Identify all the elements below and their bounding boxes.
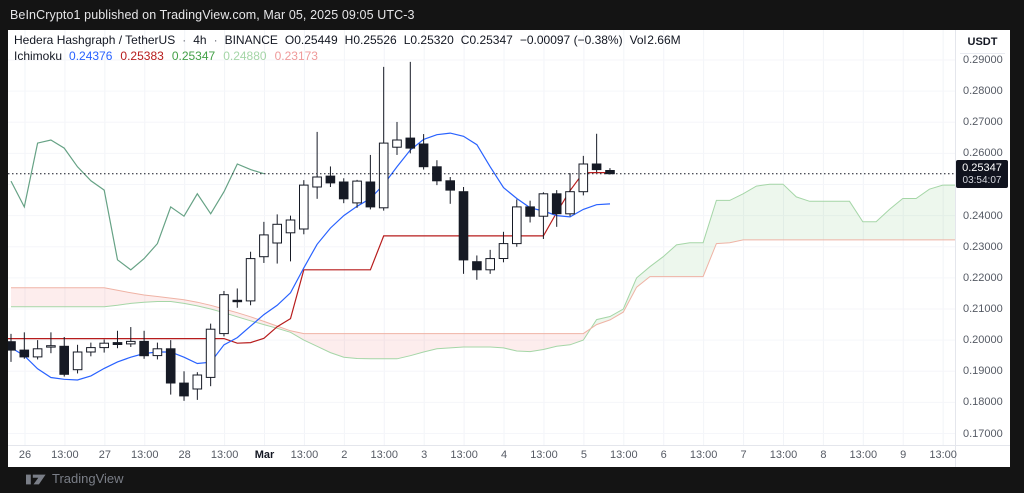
volume-label: Vol — [629, 33, 647, 47]
x-axis-label: 13:00 — [370, 449, 399, 461]
volume-value: 2.66M — [647, 33, 681, 47]
exchange-label[interactable]: BINANCE — [224, 33, 278, 47]
x-axis-label: 13:00 — [769, 449, 798, 461]
ohlc-h: H0.25526 — [344, 33, 397, 47]
x-axis-label: 2 — [341, 449, 348, 461]
y-axis-label: 0.17000 — [963, 427, 1003, 440]
tradingview-logo-icon[interactable] — [26, 471, 46, 486]
y-axis-label: 0.28000 — [963, 85, 1003, 98]
ohlc-values: O0.25449 H0.25526 L0.25320 C0.25347 — [285, 33, 513, 48]
separator-dot: · — [182, 33, 187, 47]
separator-dot: · — [213, 33, 218, 47]
interval-label[interactable]: 4h — [193, 33, 207, 47]
x-axis-label: 26 — [18, 449, 32, 461]
indicator-value: 0.25347 — [171, 49, 216, 63]
x-axis-label: 6 — [660, 449, 667, 461]
x-axis-label: 13:00 — [210, 449, 239, 461]
y-axis-label: 0.18000 — [963, 396, 1003, 409]
x-axis-label: 13:00 — [929, 449, 957, 461]
x-axis-label: 27 — [98, 449, 111, 461]
senkou-span-a-line — [11, 183, 955, 360]
x-axis-label: 9 — [900, 449, 907, 461]
senkou-span-b-line — [11, 239, 955, 335]
y-axis-label: 0.20000 — [963, 334, 1003, 347]
x-axis-label: Mar — [254, 449, 275, 461]
tenkan-line — [8, 132, 611, 381]
x-axis-label: 7 — [740, 449, 747, 461]
indicator-row: Ichimoku 0.24376 0.25383 0.25347 0.24880 0.2… — [14, 49, 681, 64]
symbol-title[interactable]: Hedera Hashgraph / TetherUS — [14, 33, 176, 47]
y-axis-label: 0.21000 — [963, 303, 1003, 315]
y-axis-label: 0.29000 — [963, 54, 1003, 66]
ohlc-l: L0.25320 — [403, 33, 454, 47]
chart-legend: Hedera Hashgraph / TetherUS · 4h · BINAN… — [14, 33, 681, 64]
indicator-value: 0.23173 — [274, 49, 318, 63]
bar-countdown: 03:54:07 — [962, 174, 1002, 186]
x-axis-label: 13:00 — [51, 449, 79, 461]
x-axis-label: 13:00 — [450, 449, 478, 461]
ichimoku-cloud — [590, 184, 955, 329]
banner-text: BeInCrypto1 published on TradingView.com… — [10, 8, 415, 22]
x-axis-label: 13:00 — [689, 449, 718, 461]
x-axis-label: 3 — [421, 449, 428, 461]
indicator-value: 0.24880 — [223, 49, 267, 63]
footer: TradingView — [26, 471, 124, 486]
price-axis[interactable]: USDT 0.29000 0.28000 0.27000 0.26000 0.24000… — [955, 30, 1010, 467]
ohlc-o: O0.25449 — [284, 33, 338, 47]
ichimoku-cloud — [11, 287, 591, 359]
chart-panel — [8, 30, 1010, 467]
x-axis-label: 4 — [500, 449, 508, 461]
current-price-badge: 0.25347 03:54:07 — [956, 159, 1008, 188]
y-axis-label: 0.19000 — [963, 365, 1003, 378]
currency-label: USDT — [960, 33, 1005, 54]
top-banner: BeInCrypto1 published on TradingView.com… — [0, 0, 1024, 30]
indicator-value: 0.25383 — [120, 49, 164, 63]
tradingview-brand[interactable]: TradingView — [52, 471, 124, 486]
x-axis-label: 13:00 — [530, 449, 558, 461]
time-axis[interactable]: 26 13:00 27 13:00 28 13:00 Mar 13:00 2 13:00 3 13:0… — [8, 445, 957, 467]
y-axis-label: 0.27000 — [963, 116, 1003, 129]
y-axis-label: 0.24000 — [963, 209, 1003, 222]
x-axis-label: 8 — [820, 449, 827, 461]
symbol-row: Hedera Hashgraph / TetherUS · 4h · BINAN… — [14, 33, 681, 48]
x-axis-label: 13:00 — [849, 449, 878, 461]
indicator-name[interactable]: Ichimoku — [14, 49, 63, 63]
x-axis-label: 28 — [178, 449, 191, 461]
ohlc-c: C0.25347 — [460, 33, 513, 47]
y-axis-label: 0.23000 — [963, 240, 1003, 253]
chikou-line — [10, 139, 265, 271]
change-value: −0.00097 (−0.38%) — [519, 33, 623, 47]
x-axis-label: 13:00 — [610, 449, 638, 461]
kijun-line — [8, 172, 610, 344]
y-axis-label: 0.22000 — [963, 271, 1003, 284]
y-axis-label: 0.26000 — [963, 147, 1003, 160]
current-price: 0.25347 — [962, 161, 1002, 174]
x-axis-label: 13:00 — [290, 449, 319, 461]
indicator-value: 0.24376 — [69, 49, 113, 63]
x-axis-label: 5 — [580, 449, 587, 461]
candlesticks — [8, 61, 615, 401]
x-axis-label: 13:00 — [130, 449, 159, 461]
indicator-values: 0.24376 0.25383 0.25347 0.24880 0.23173 — [69, 49, 318, 64]
volume: Vol 2.66M — [630, 33, 681, 48]
